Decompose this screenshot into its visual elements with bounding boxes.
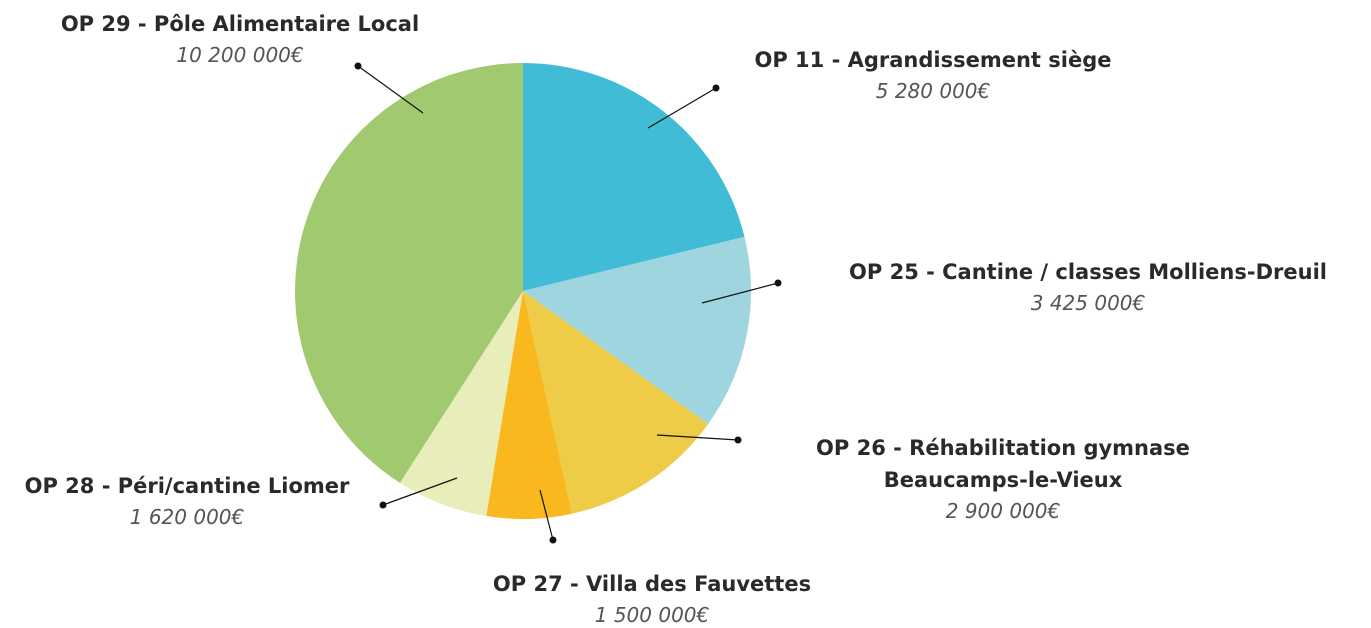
pie-slice <box>523 236 751 425</box>
leader-line <box>382 477 458 506</box>
pie-slice <box>399 291 523 517</box>
slice-value: 5 280 000€ <box>875 79 991 103</box>
slice-label: OP 29 - Pôle Alimentaire Local <box>60 12 420 36</box>
leader-line <box>656 434 739 441</box>
slice-label: OP 28 - Péri/cantine Liomer <box>24 474 350 498</box>
slice-label: OP 11 - Agrandissement siège <box>754 48 1112 72</box>
leader-dot <box>712 84 720 92</box>
pie-slice <box>295 63 523 483</box>
pie-slice <box>523 291 709 514</box>
leader-dot <box>379 501 387 509</box>
slice-value: 10 200 000€ <box>176 43 304 67</box>
leader-dot <box>774 279 782 287</box>
slice-label: OP 26 - Réhabilitation gymnase Beaucamps… <box>816 436 1190 492</box>
slice-label: OP 25 - Cantine / classes Molliens-Dreui… <box>849 260 1327 284</box>
pie-slice <box>523 63 745 291</box>
leader-dot <box>354 62 362 70</box>
leader-dot <box>734 436 742 444</box>
leader-dot <box>549 536 557 544</box>
leader-line <box>647 87 717 129</box>
slice-value: 1 620 000€ <box>129 505 245 529</box>
slice-label: OP 27 - Villa des Fauvettes <box>492 572 812 596</box>
slice-value: 3 425 000€ <box>1030 291 1146 315</box>
pie-slice <box>486 291 572 519</box>
slice-value: 2 900 000€ <box>945 499 1061 523</box>
leader-line <box>357 65 424 114</box>
leader-line <box>539 489 554 541</box>
leader-line <box>701 282 779 304</box>
slice-value: 1 500 000€ <box>594 603 710 627</box>
